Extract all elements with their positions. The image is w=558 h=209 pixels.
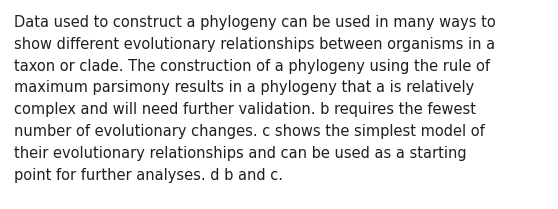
- Text: maximum parsimony results in a phylogeny that a is relatively: maximum parsimony results in a phylogeny…: [14, 80, 474, 96]
- Text: taxon or clade. The construction of a phylogeny using the rule of: taxon or clade. The construction of a ph…: [14, 59, 490, 74]
- Text: show different evolutionary relationships between organisms in a: show different evolutionary relationship…: [14, 37, 495, 52]
- Text: number of evolutionary changes. c shows the simplest model of: number of evolutionary changes. c shows …: [14, 124, 485, 139]
- Text: complex and will need further validation. b requires the fewest: complex and will need further validation…: [14, 102, 476, 117]
- Text: their evolutionary relationships and can be used as a starting: their evolutionary relationships and can…: [14, 146, 466, 161]
- Text: point for further analyses. d b and c.: point for further analyses. d b and c.: [14, 168, 283, 183]
- Text: Data used to construct a phylogeny can be used in many ways to: Data used to construct a phylogeny can b…: [14, 15, 496, 30]
